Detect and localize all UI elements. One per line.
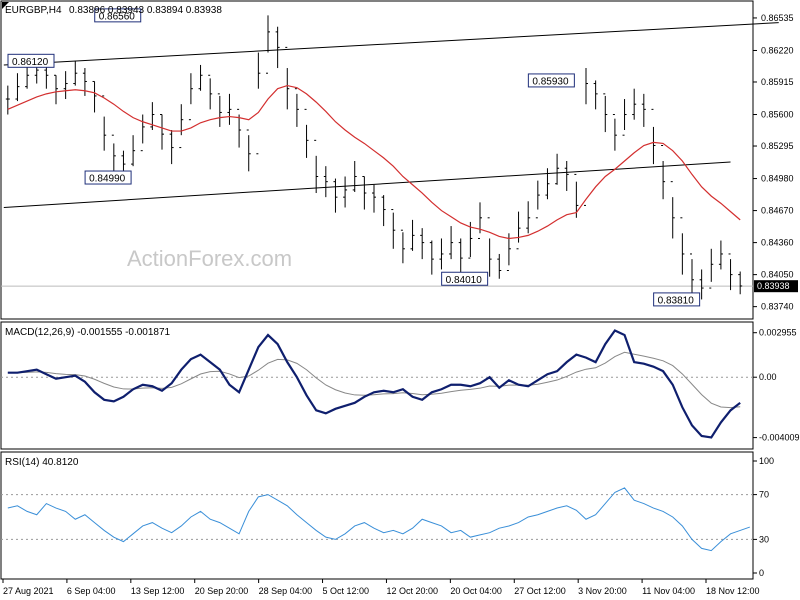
rsi-panel-frame [0, 451, 754, 580]
time-tick-label: 3 Nov 20:00 [578, 586, 627, 596]
macd-signal-line [7, 351, 741, 409]
price-annotations: 0.86560 0.86120 0.84990 0.85930 0.84010 0.838… [7, 8, 701, 307]
macd-series [1, 329, 753, 439]
time-tick-label: 20 Oct 04:00 [450, 586, 502, 596]
time-axis: 27 Aug 2021 6 Sep 04:00 13 Sep 12:00 20 Sep… [2, 579, 760, 596]
time-tick-label: 6 Sep 04:00 [67, 586, 116, 596]
price-annotation-box [7, 53, 55, 68]
macd-label: MACD(12,26,9) -0.001555 -0.001871 [5, 327, 171, 338]
current-price-label: 0.83938 [757, 281, 790, 291]
price-tick-label: 0.86535 [761, 13, 794, 23]
sma-line [7, 84, 741, 240]
rsi-tick-label: 70 [759, 490, 769, 500]
channel-line [3, 161, 731, 208]
price-annotation-box [653, 292, 701, 307]
rsi-series [1, 487, 753, 552]
price-axis: 0.86535 0.86220 0.85915 0.85600 0.85295 0.849… [753, 13, 798, 312]
time-tick-label: 12 Oct 20:00 [386, 586, 438, 596]
macd-panel-frame [0, 321, 754, 450]
price-annotation-label: 0.85930 [532, 76, 569, 87]
channel-line [3, 22, 779, 66]
price-tick-label: 0.86220 [761, 45, 794, 55]
price-tick-label: 0.85600 [761, 110, 794, 120]
macd-tick-label: -0.004009 [759, 433, 800, 443]
price-bars [5, 15, 743, 300]
macd-line [7, 329, 741, 439]
price-annotation-label: 0.84010 [446, 275, 483, 286]
ohlc-label: 0.83896 0.83943 0.83894 0.83938 [69, 5, 222, 16]
price-annotation-box [94, 8, 142, 23]
rsi-tick-label: 30 [759, 534, 769, 544]
time-tick-label: 11 Nov 04:00 [642, 586, 695, 596]
channel-lines [3, 22, 779, 208]
time-tick-label: 27 Oct 12:00 [514, 586, 566, 596]
rsi-axis: 100 70 30 0 [753, 456, 774, 578]
rsi-line [7, 487, 750, 552]
macd-tick-label: 0.00 [759, 372, 777, 382]
price-annotation-box [441, 271, 489, 286]
price-annotation-label: 0.86560 [99, 11, 136, 22]
price-annotation-label: 0.86120 [12, 57, 49, 68]
time-tick-label: 13 Sep 12:00 [131, 586, 185, 596]
time-tick-label: 20 Sep 20:00 [195, 586, 249, 596]
current-price-box [754, 280, 798, 293]
price-tick-label: 0.84050 [761, 270, 794, 280]
time-tick-label: 27 Aug 2021 [3, 586, 54, 596]
price-tick-label: 0.83740 [761, 302, 794, 312]
price-annotation-box [527, 73, 575, 88]
sma-polyline [7, 84, 741, 240]
price-tick-label: 0.84980 [761, 174, 794, 184]
time-tick-label: 28 Sep 04:00 [259, 586, 313, 596]
price-annotation-label: 0.83810 [658, 295, 695, 306]
rsi-tick-label: 0 [759, 568, 764, 578]
price-tick-label: 0.84360 [761, 238, 794, 248]
price-tick-label: 0.85295 [761, 141, 794, 151]
price-annotation-label: 0.84990 [89, 174, 126, 185]
rsi-tick-label: 100 [759, 456, 774, 466]
time-tick-label: 18 Nov 12:00 [706, 586, 760, 596]
symbol-label: EURGBP,H4 [5, 5, 62, 16]
chart-corner-icon [2, 2, 9, 9]
rsi-label: RSI(14) 40.8120 [5, 457, 79, 468]
price-annotation-box [84, 170, 132, 185]
macd-tick-label: 0.002955 [759, 328, 797, 338]
time-tick-label: 5 Oct 12:00 [323, 586, 370, 596]
macd-axis: 0.002955 0.00 -0.004009 [753, 328, 800, 443]
watermark: ActionForex.com [127, 246, 292, 271]
price-tick-label: 0.85915 [761, 77, 794, 87]
price-tick-label: 0.84670 [761, 206, 794, 216]
price-panel-frame [0, 0, 754, 320]
